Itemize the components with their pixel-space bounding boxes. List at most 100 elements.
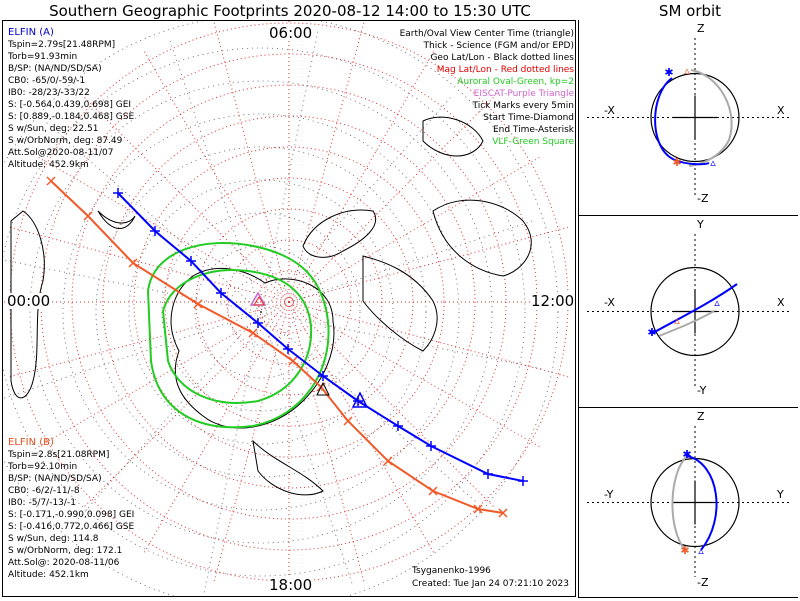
model-label: Tsyganenko-1996 [412, 566, 491, 576]
sat-b-line: S: [-0.416,0.772,0.466] GSE [8, 522, 135, 532]
map-legend: Earth/Oval View Center Time (triangle) T… [400, 28, 574, 148]
coastline [362, 255, 438, 352]
geo-lon-line [260, 311, 354, 588]
coastline [302, 209, 377, 258]
sat-b-name: ELFIN (B) [8, 437, 54, 448]
sat-a-line: Altitude: 452.9km [8, 160, 89, 170]
elfin-a-tick [426, 441, 436, 451]
mag-lon-line [288, 301, 495, 508]
axis-label-left: -Y [604, 488, 614, 501]
sat-b-line: B/SP: (NA/ND/SD/SA) [8, 474, 102, 484]
mag-lon-line [288, 301, 435, 554]
geo-lat-circle [3, 21, 559, 596]
mag-lon-line [288, 50, 435, 303]
view-center-triangle [316, 381, 330, 396]
page-title: Southern Geographic Footprints 2020-08-1… [49, 2, 531, 20]
elfin-b-tick [288, 356, 298, 366]
axis-label-left: -X [604, 296, 615, 309]
geo-lon-line [260, 311, 546, 371]
sat-b-line: IB0: -5/7/-13/-1 [8, 498, 76, 508]
elfin-b-tick [473, 504, 483, 514]
axis-label-right: Y [777, 488, 784, 501]
clock-label-right: 12:00 [530, 292, 576, 310]
mag-lon-line [8, 301, 290, 378]
orbit-panel-yz: ✱ ✱ ▵ Z -Z -Y Y [578, 408, 798, 598]
mag-lon-line [37, 301, 290, 448]
mag-lon-line [213, 301, 290, 583]
pole-marker [253, 296, 265, 306]
elfin-a-tick [393, 421, 403, 431]
orbit-marker: ▵ [684, 64, 690, 77]
footprint-map-canvas [3, 21, 575, 596]
mag-lon-line [83, 301, 290, 508]
earth-circle [650, 266, 740, 357]
orbit-marker: ▵ [698, 544, 704, 557]
geo-lat-circle [128, 179, 394, 445]
orbit-marker: ▵ [714, 296, 720, 309]
orbit-marker: ✱ [664, 66, 673, 79]
geo-lat-circle [62, 113, 460, 511]
axis-label-top: Y [697, 218, 704, 231]
geo-lat-circle [161, 212, 361, 412]
axis-label-bottom: -Z [697, 576, 709, 589]
auroral-oval-outer [146, 242, 330, 429]
sat-a-line: S: [-0.564,0.439,0.698] GEI [8, 100, 132, 110]
sat-a-line: Tspin=2.79s[21.48RPM] [8, 40, 116, 50]
elfin-b-track [50, 180, 504, 514]
axis-label-left: -X [604, 104, 615, 117]
sat-a-line: B/SP: (NA/ND/SD/SA) [8, 64, 102, 74]
geo-lon-line [168, 36, 262, 313]
geo-lon-line [203, 311, 262, 596]
legend-item: Thick - Science (FGM and/or EPD) [423, 41, 574, 51]
sat-a-line: CB0: -65/0/-59/-1 [8, 76, 86, 86]
created-label: Created: Tue Jan 24 07:21:10 2023 [412, 579, 569, 589]
coastline [432, 199, 532, 277]
legend-item: Mag Lat/Lon - Red dotted lines [436, 65, 574, 75]
sat-b-line: Altitude: 452.1km [8, 570, 89, 580]
axis-label-bottom: -Z [697, 192, 709, 205]
clock-label-left: 00:00 [6, 292, 52, 310]
sat-a-line: S w/OrbNorm, deg: 87.49 [8, 136, 123, 146]
mag-lon-line [288, 301, 365, 583]
elfin-b-tick [383, 456, 393, 466]
orbit-b-path [671, 455, 688, 551]
mag-lon-line [83, 96, 290, 303]
orbit-b-path [658, 310, 715, 337]
mag-lon-line [288, 301, 541, 448]
geo-lon-line [68, 311, 262, 530]
auroral-oval-inner [161, 269, 313, 404]
elfin-a-tick [518, 476, 528, 486]
geo-lon-line [260, 27, 320, 313]
elfin-a-tick [186, 256, 196, 266]
geo-lat-circle [3, 47, 526, 577]
sat-b-line: Torb=92.10min [8, 462, 78, 472]
mag-lon-line [143, 301, 290, 554]
elfin-a-tick [318, 371, 328, 381]
orbit-panel-xz: ✱ ▵ ✱ ▵ Z -Z -X X [578, 20, 798, 216]
earth-circle [650, 72, 740, 163]
elfin-a-tick [253, 318, 263, 328]
elfin-a-track [117, 192, 524, 482]
coastline [170, 268, 335, 429]
sat-a-name: ELFIN (A) [8, 27, 54, 38]
mag-lon-line [288, 21, 365, 303]
sat-b-line: Tspin=2.8s[21.08RPM] [8, 450, 110, 460]
coastline [252, 439, 324, 496]
elfin-a-tick [113, 188, 123, 198]
legend-item: Start Time-Diamond [483, 113, 574, 123]
orbit-plot-xz: ✱ ▵ ✱ ▵ [587, 38, 789, 195]
elfin-b-tick [428, 486, 438, 496]
mag-lon-line [288, 96, 495, 303]
elfin-b-tick [193, 299, 203, 309]
mag-lon-line [288, 301, 570, 378]
sat-b-info: ELFIN (B) Tspin=2.8s[21.08RPM] Torb=92.1… [8, 437, 134, 581]
elfin-a-tick [483, 469, 493, 479]
elfin-b-tick [128, 258, 138, 268]
mag-lon-line [288, 156, 541, 303]
orbit-marker: ✱ [680, 544, 689, 557]
orbit-b-path [688, 69, 733, 167]
axis-label-bottom: -Y [697, 384, 707, 397]
elfin-b-tick [343, 416, 353, 426]
elfin-b-tick [248, 328, 258, 338]
elfin-b-tick [83, 211, 93, 221]
